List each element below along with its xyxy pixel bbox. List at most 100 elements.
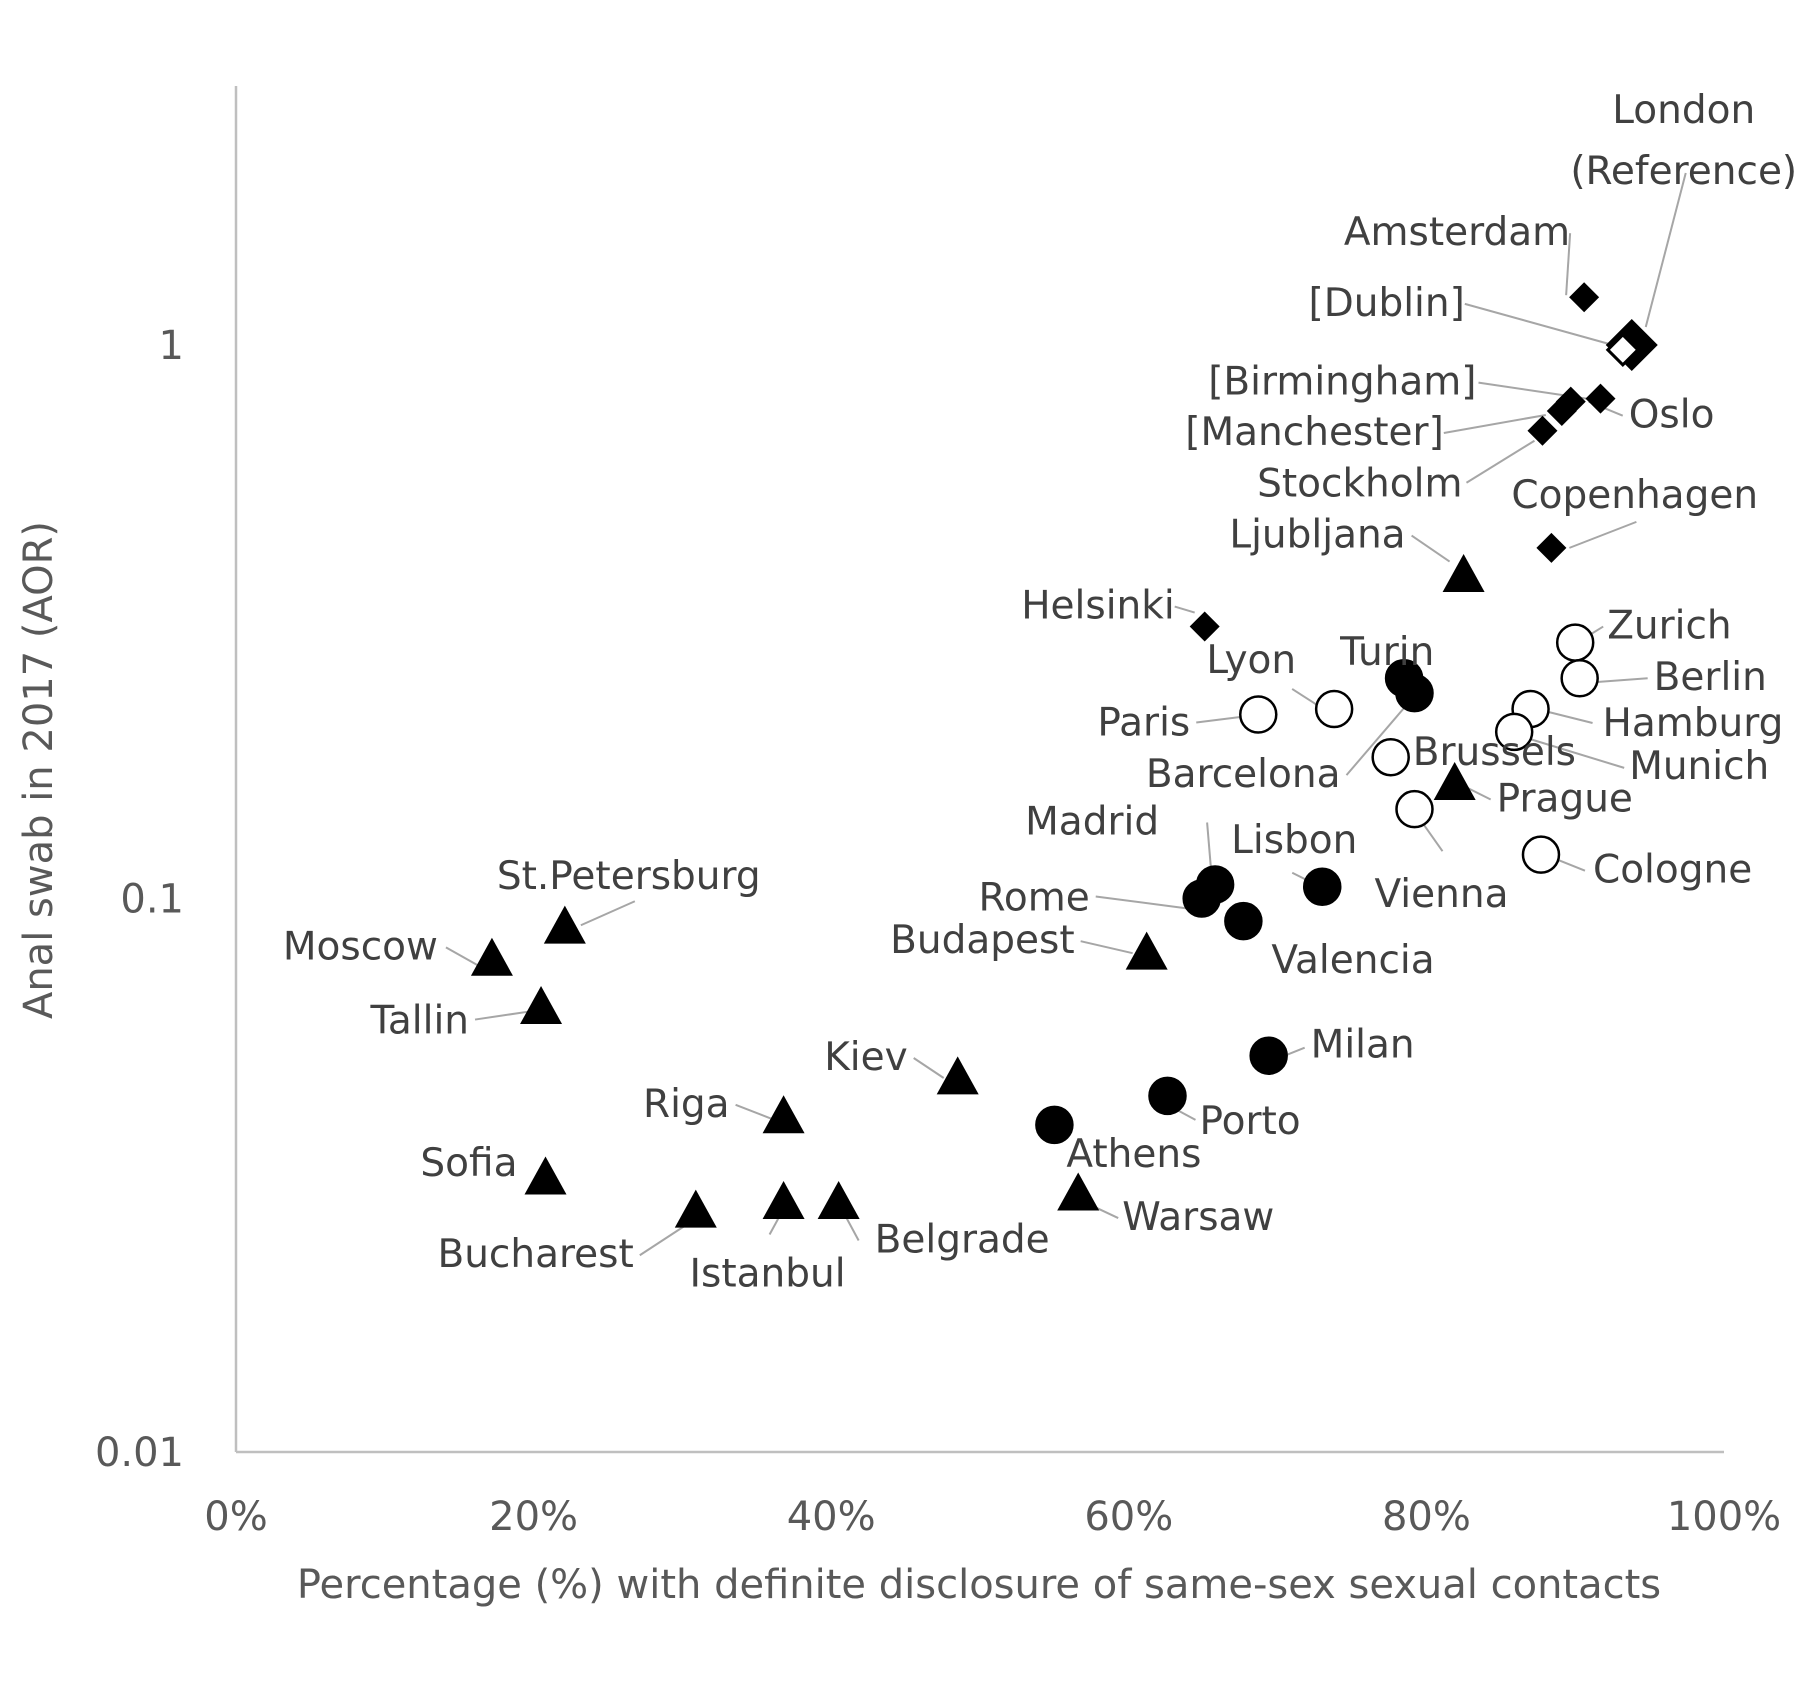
label-london-line2: (Reference) — [1570, 149, 1797, 194]
label-cologne: Cologne — [1593, 848, 1752, 893]
x-tick-label: 40% — [787, 1494, 876, 1540]
data-points — [470, 282, 1658, 1228]
leader-line-hamburg — [1544, 709, 1593, 724]
y-axis-title: Anal swab in 2017 (AOR) — [16, 521, 62, 1019]
label-barcelona: Barcelona — [1146, 752, 1341, 797]
label-hamburg: Hamburg — [1603, 701, 1784, 746]
label-warsaw: Warsaw — [1122, 1195, 1274, 1240]
point-zurich — [1555, 623, 1595, 662]
label-rome: Rome — [979, 876, 1090, 921]
point-dublin — [1605, 332, 1640, 367]
label-porto: Porto — [1199, 1099, 1300, 1144]
label-athens: Athens — [1066, 1132, 1201, 1177]
label-amsterdam: Amsterdam — [1344, 210, 1570, 255]
leader-line-st-petersburg — [580, 900, 636, 927]
point-amsterdam — [1569, 282, 1600, 313]
label-prague: Prague — [1497, 777, 1633, 822]
point-kiev — [936, 1056, 979, 1095]
point-valencia — [1224, 901, 1263, 941]
leader-line-milan — [1284, 1046, 1306, 1057]
point-stockholm — [1527, 415, 1558, 446]
label-turin: Turin — [1339, 630, 1434, 675]
label-birmingham: [Birmingham] — [1208, 360, 1476, 405]
leader-line-cologne — [1554, 857, 1586, 872]
label-bucharest: Bucharest — [437, 1232, 633, 1277]
y-tick-label: 0.1 — [120, 877, 184, 923]
label-st-petersburg: St.Petersburg — [497, 854, 761, 899]
label-moscow: Moscow — [283, 924, 438, 969]
point-warsaw — [1057, 1172, 1100, 1211]
leader-line-munich — [1525, 736, 1625, 769]
point-vienna — [1395, 789, 1434, 829]
x-tick-label: 60% — [1084, 1494, 1173, 1540]
label-ljubljana: Ljubljana — [1229, 513, 1405, 558]
leader-line-dublin — [1464, 302, 1610, 345]
leader-line-stockholm — [1465, 439, 1535, 484]
leader-line-helsinki — [1174, 605, 1195, 614]
x-tick-labels: 0% 20% 40% 60% 80% 100% — [204, 1494, 1781, 1540]
point-manchester — [1546, 395, 1577, 426]
label-vienna: Vienna — [1374, 872, 1508, 917]
leader-line-kiev — [913, 1057, 945, 1079]
y-tick-label: 0.01 — [95, 1430, 184, 1476]
point-belgrade — [817, 1180, 860, 1219]
leader-lines — [445, 172, 1687, 1257]
point-lyon — [1314, 689, 1354, 729]
label-brussels: Brussels — [1413, 730, 1576, 775]
x-axis-title: Percentage (%) with definite disclosure … — [297, 1562, 1661, 1608]
leader-line-barcelona — [1345, 704, 1408, 776]
label-zurich: Zurich — [1607, 604, 1731, 649]
point-berlin — [1560, 658, 1599, 698]
label-helsinki: Helsinki — [1021, 584, 1174, 629]
point-budapest — [1125, 931, 1168, 970]
label-copenhagen: Copenhagen — [1511, 473, 1758, 518]
point-paris — [1239, 695, 1278, 734]
leader-line-madrid — [1206, 822, 1213, 871]
leader-line-rome — [1095, 895, 1188, 910]
leader-line-copenhagen — [1569, 520, 1637, 549]
leader-line-amsterdam — [1565, 233, 1572, 296]
label-berlin: Berlin — [1654, 655, 1767, 700]
label-oslo: Oslo — [1629, 393, 1715, 438]
label-munich: Munich — [1629, 744, 1769, 789]
point-st-petersburg — [543, 905, 586, 944]
point-cologne — [1521, 835, 1561, 874]
leader-line-berlin — [1593, 677, 1648, 684]
label-belgrade: Belgrade — [875, 1217, 1050, 1262]
point-munich — [1494, 712, 1534, 752]
point-tallin — [520, 986, 563, 1025]
label-madrid: Madrid — [1025, 799, 1159, 844]
label-riga: Riga — [643, 1082, 730, 1127]
x-tick-label: 20% — [489, 1494, 578, 1540]
label-milan: Milan — [1311, 1023, 1415, 1068]
label-manchester: [Manchester] — [1185, 410, 1444, 455]
x-tick-label: 80% — [1382, 1494, 1471, 1540]
label-istanbul: Istanbul — [690, 1251, 846, 1296]
label-kiev: Kiev — [824, 1035, 907, 1080]
x-tick-label: 100% — [1667, 1494, 1781, 1540]
leader-line-london — [1644, 172, 1687, 328]
leader-line-prague — [1466, 786, 1492, 801]
leader-line-moscow — [445, 946, 479, 967]
leader-line-manchester — [1443, 413, 1546, 434]
label-lyon: Lyon — [1206, 638, 1296, 683]
axes — [234, 86, 1724, 1454]
point-prague — [1433, 761, 1476, 800]
point-brussels — [1371, 737, 1410, 777]
label-stockholm: Stockholm — [1257, 462, 1462, 507]
point-lisbon — [1302, 867, 1342, 907]
label-valencia: Valencia — [1271, 938, 1434, 983]
point-riga — [762, 1095, 805, 1134]
point-milan — [1249, 1036, 1288, 1075]
label-budapest: Budapest — [890, 918, 1075, 963]
label-paris: Paris — [1097, 700, 1190, 745]
label-london: London — [1612, 88, 1755, 133]
leader-line-lyon — [1291, 688, 1321, 708]
point-birmingham — [1585, 383, 1616, 414]
point-barcelona — [1395, 673, 1434, 713]
point-sofia — [524, 1156, 567, 1195]
y-tick-labels: 1 0.1 0.01 — [95, 323, 184, 1476]
point-rome — [1182, 879, 1221, 918]
point-moscow — [470, 937, 513, 976]
